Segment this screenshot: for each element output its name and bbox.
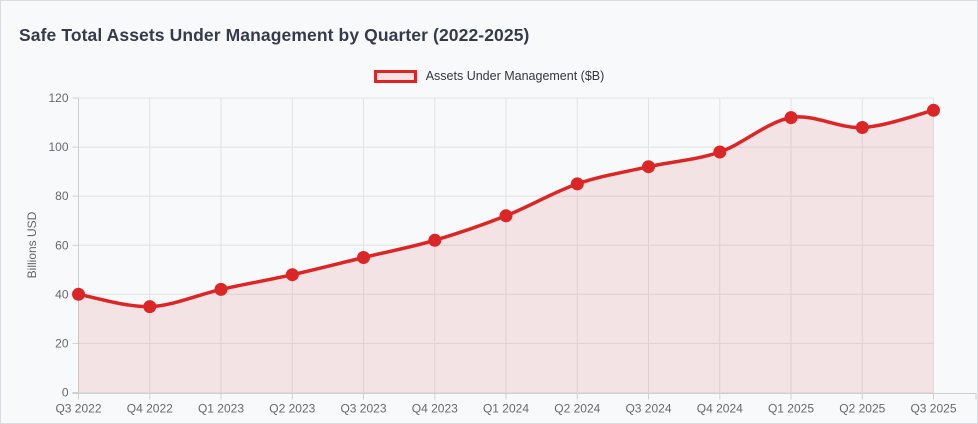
x-tick-label: Q4 2022 <box>127 402 173 416</box>
x-tick-label: Q2 2023 <box>269 402 315 416</box>
legend-item[interactable]: Assets Under Management ($B) <box>1 69 977 83</box>
legend-label: Assets Under Management ($B) <box>425 69 605 83</box>
x-tick-label: Q1 2024 <box>483 402 529 416</box>
x-tick-label: Q3 2023 <box>340 402 386 416</box>
legend-swatch-icon <box>373 69 417 83</box>
x-tick-label: Q4 2024 <box>697 402 743 416</box>
y-tick-label: 120 <box>48 91 68 105</box>
x-tick-label: Q4 2023 <box>412 402 458 416</box>
data-point[interactable] <box>357 251 370 264</box>
x-tick-label: Q1 2025 <box>768 402 814 416</box>
y-tick-label: 20 <box>55 336 69 350</box>
chart-title: Safe Total Assets Under Management by Qu… <box>19 25 530 45</box>
data-point[interactable] <box>428 233 442 247</box>
data-point[interactable] <box>214 282 228 296</box>
data-point[interactable] <box>499 209 513 223</box>
y-tick-label: 60 <box>55 238 69 252</box>
data-point[interactable] <box>570 177 584 191</box>
data-point[interactable] <box>642 160 655 174</box>
x-tick-label: Q2 2025 <box>839 402 885 416</box>
data-point[interactable] <box>713 145 727 159</box>
data-point[interactable] <box>927 103 940 117</box>
data-point[interactable] <box>285 268 299 282</box>
data-point[interactable] <box>72 287 85 301</box>
data-point[interactable] <box>784 111 798 125</box>
x-tick-label: Q1 2023 <box>198 402 244 416</box>
series-area-fill <box>78 110 934 393</box>
data-point[interactable] <box>855 121 869 134</box>
y-tick-label: 80 <box>55 189 69 203</box>
y-tick-label: 40 <box>55 287 69 301</box>
x-tick-label: Q3 2025 <box>910 402 956 416</box>
data-point[interactable] <box>143 300 157 314</box>
y-tick-label: 100 <box>48 140 68 154</box>
y-tick-label: 0 <box>62 386 69 400</box>
x-tick-label: Q3 2022 <box>55 402 101 416</box>
x-tick-label: Q3 2024 <box>625 402 671 416</box>
x-tick-label: Q2 2024 <box>554 402 600 416</box>
